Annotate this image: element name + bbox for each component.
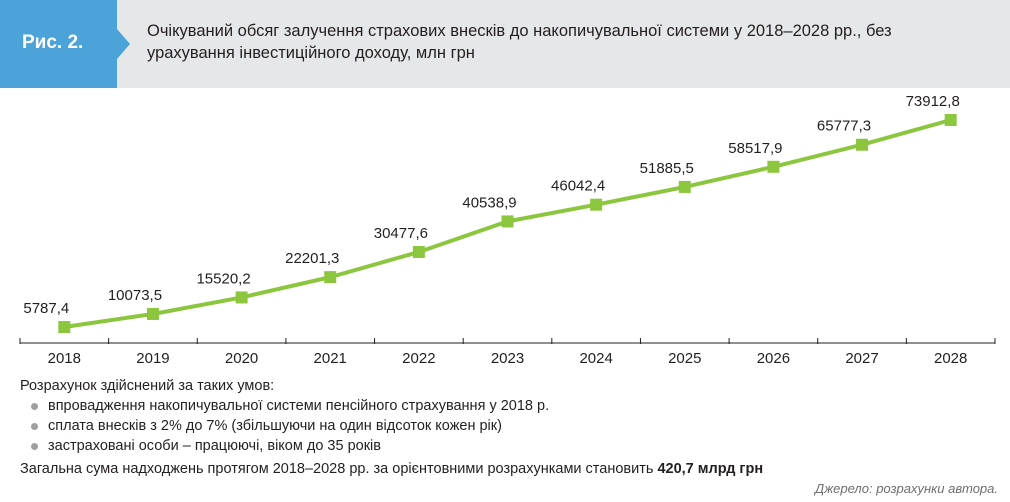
data-label: 73912,8 <box>906 93 960 110</box>
summary-value: 420,7 млрд грн <box>657 461 764 477</box>
data-labels: 5787,4 10073,5 15520,2 22201,3 30477,6 40538,… <box>23 93 959 317</box>
x-tick-label: 2022 <box>402 350 435 367</box>
data-label: 30477,6 <box>374 225 428 242</box>
condition-item: сплата внесків з 2% до 7% (збільшуючи на… <box>20 416 1000 436</box>
x-tick-label: 2024 <box>579 350 612 367</box>
data-marker <box>412 245 425 258</box>
chart-title: Очікуваний обсяг залучення страхових вне… <box>147 22 892 62</box>
x-tick-label: 2019 <box>136 350 169 367</box>
data-marker <box>235 291 248 304</box>
header-bar: Рис. 2. Очікуваний обсяг залучення страх… <box>0 0 1010 88</box>
data-markers <box>58 114 957 333</box>
x-tick-label: 2025 <box>668 350 701 367</box>
data-marker <box>590 198 603 211</box>
x-tick-label: 2018 <box>48 350 81 367</box>
data-marker <box>678 180 691 193</box>
summary: Загальна сума надходжень протягом 2018–2… <box>20 459 1000 479</box>
data-label: 40538,9 <box>462 194 516 211</box>
figure-badge: Рис. 2. <box>0 0 135 88</box>
data-marker <box>767 160 780 173</box>
data-label: 5787,4 <box>23 300 69 317</box>
data-label: 22201,3 <box>285 250 339 267</box>
conditions-list: впровадження накопичувальної системи пен… <box>20 396 1000 456</box>
x-tick-label: 2020 <box>225 350 258 367</box>
condition-text: застраховані особи – працюючі, віком до … <box>48 438 381 454</box>
x-tick-label: 2023 <box>491 350 524 367</box>
data-marker <box>944 114 957 126</box>
data-label: 10073,5 <box>108 287 162 304</box>
notes: Розрахунок здійснений за таких умов: впр… <box>20 376 1000 479</box>
data-marker <box>501 215 514 228</box>
x-tick-label: 2027 <box>845 350 878 367</box>
source-note: Джерело: розрахунки автора. <box>815 481 998 496</box>
bullet-icon <box>31 443 38 450</box>
chart: 2018 2019 2020 2021 2022 2023 2024 2025 2026 2027… <box>0 88 1010 373</box>
condition-text: сплата внесків з 2% до 7% (збільшуючи на… <box>48 418 502 434</box>
notes-intro: Розрахунок здійснений за таких умов: <box>20 378 275 394</box>
condition-item: впровадження накопичувальної системи пен… <box>20 396 1000 416</box>
x-ticks <box>19 338 996 344</box>
x-tick-label: 2021 <box>314 350 347 367</box>
x-tick-label: 2026 <box>757 350 790 367</box>
data-marker <box>58 321 71 333</box>
x-tick-labels: 2018 2019 2020 2021 2022 2023 2024 2025 2026 2027… <box>48 350 968 367</box>
figure-label: Рис. 2. <box>22 32 84 53</box>
data-marker <box>146 307 159 320</box>
data-label: 15520,2 <box>196 270 250 287</box>
data-label: 46042,4 <box>551 178 605 195</box>
bullet-icon <box>31 403 38 410</box>
bullet-icon <box>31 423 38 430</box>
x-tick-label: 2028 <box>934 350 967 367</box>
data-label: 51885,5 <box>640 160 694 177</box>
data-label: 65777,3 <box>817 118 871 135</box>
data-label: 58517,9 <box>728 140 782 157</box>
condition-text: впровадження накопичувальної системи пен… <box>48 398 550 414</box>
data-marker <box>324 271 337 284</box>
condition-item: застраховані особи – працюючі, віком до … <box>20 436 1000 456</box>
chart-svg: 2018 2019 2020 2021 2022 2023 2024 2025 2026 2027… <box>19 93 996 367</box>
summary-text: Загальна сума надходжень протягом 2018–2… <box>20 461 658 477</box>
data-marker <box>856 138 869 151</box>
